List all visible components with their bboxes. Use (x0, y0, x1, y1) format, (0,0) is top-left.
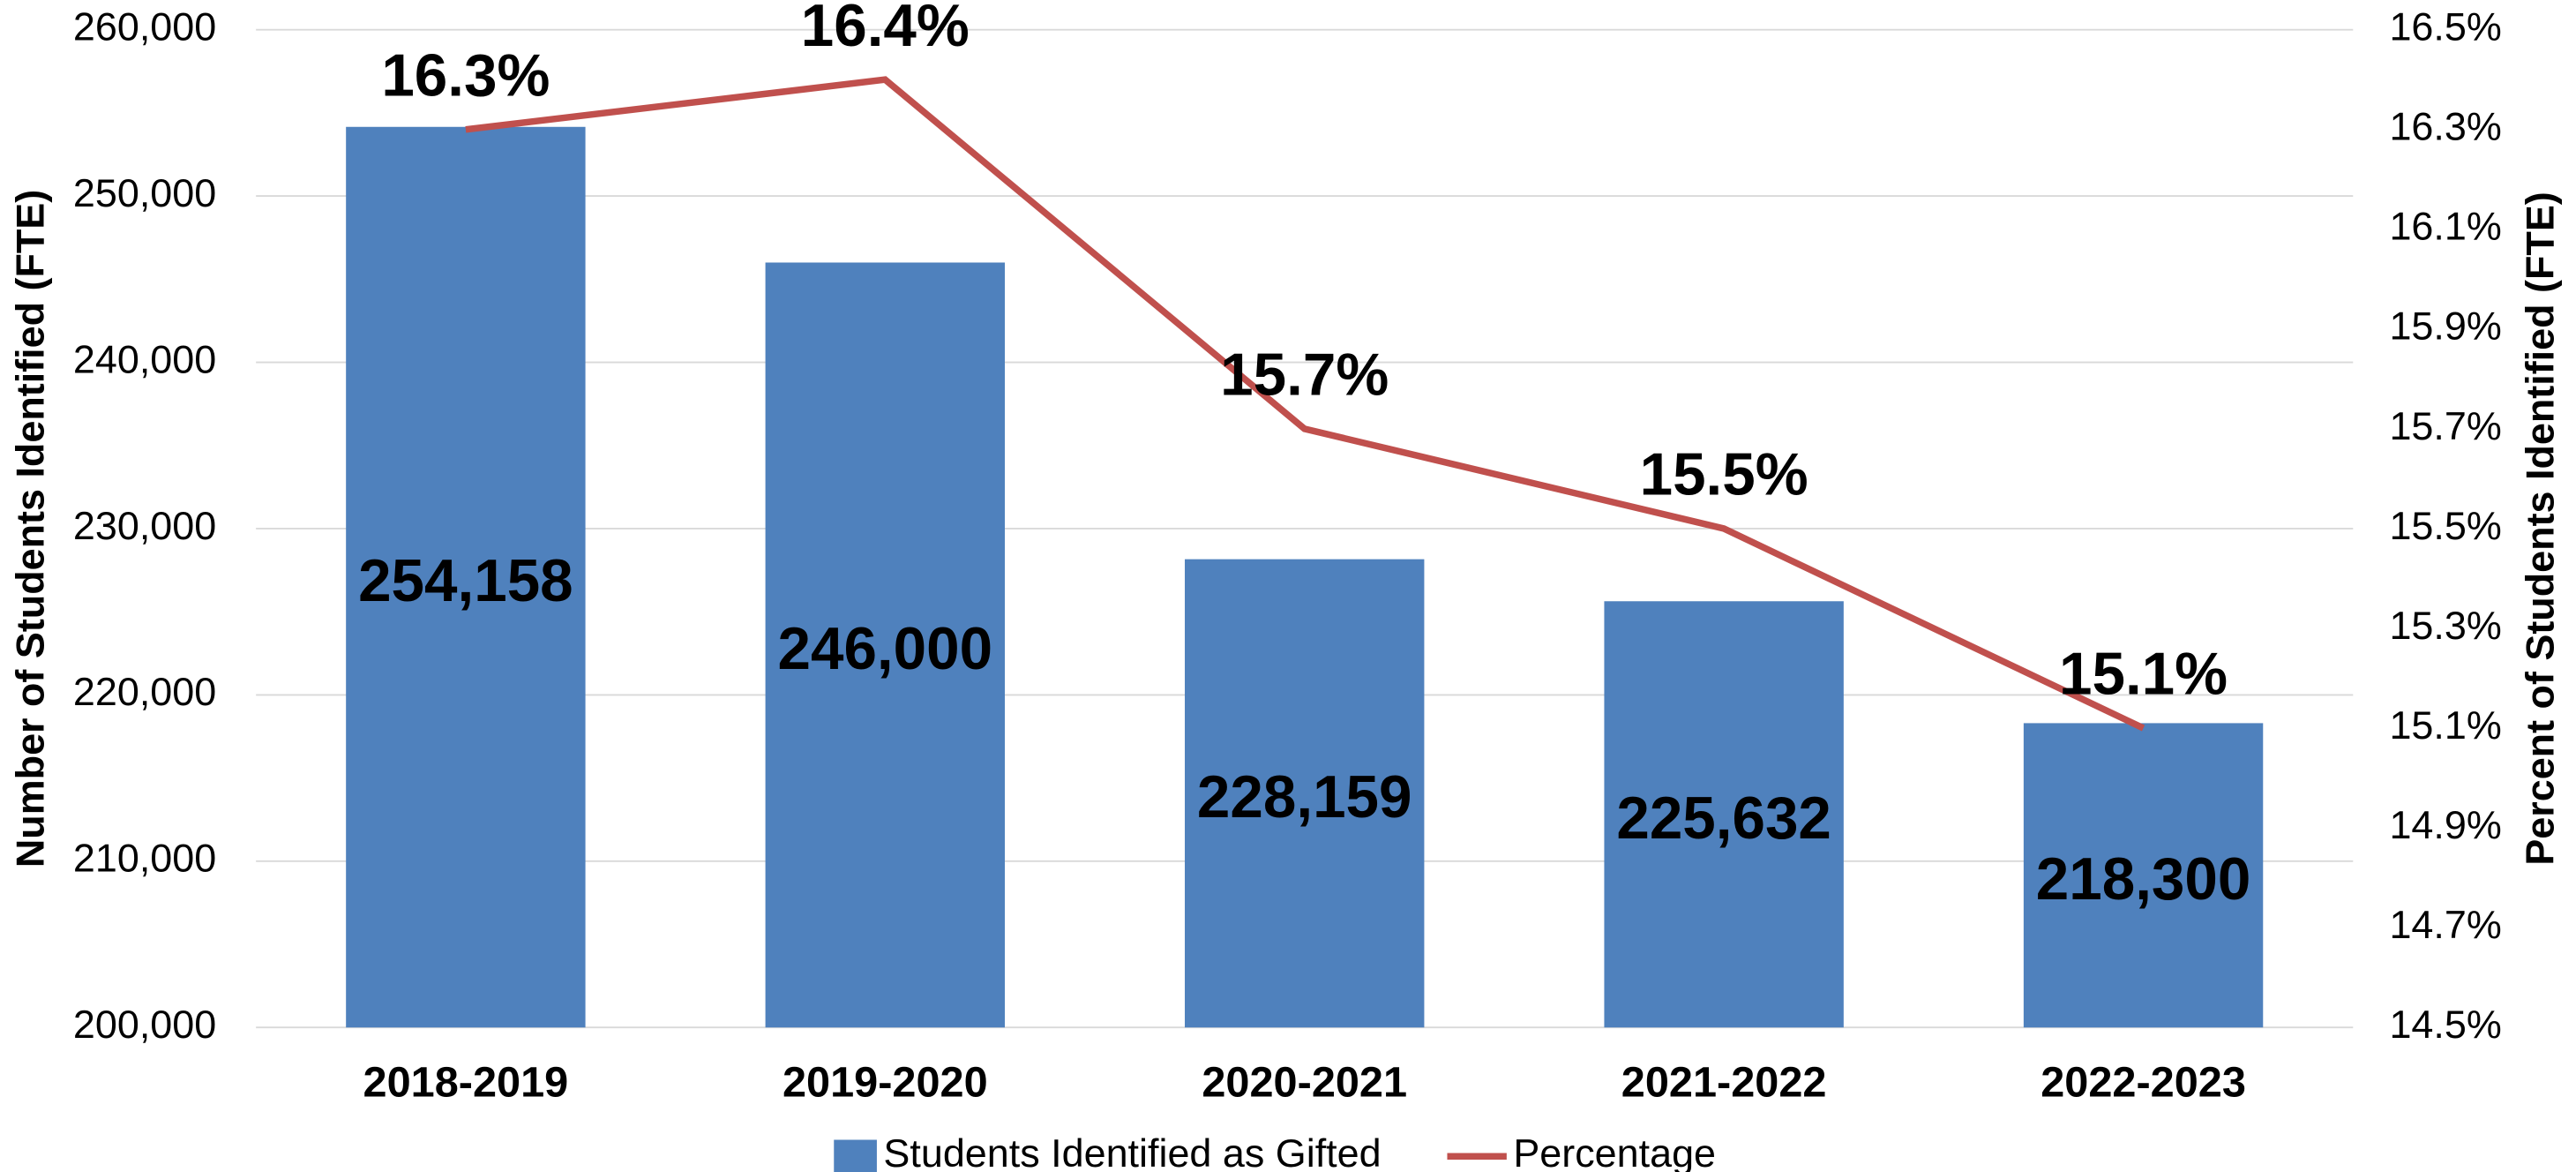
bar (1185, 559, 1425, 1028)
line-value-label: 16.3% (381, 42, 550, 109)
y2-axis-title: Percent of Students Identified (FTE) (2517, 192, 2562, 865)
y2-tick-label: 14.5% (2389, 1002, 2501, 1047)
bar-value-label: 218,300 (2036, 846, 2251, 913)
bar-value-label: 254,158 (358, 548, 573, 614)
y2-tick-label: 15.9% (2389, 304, 2501, 349)
legend-swatch (834, 1139, 877, 1172)
y-tick-label: 240,000 (73, 336, 216, 381)
x-tick-label: 2019-2020 (783, 1059, 988, 1107)
y-tick-label: 200,000 (73, 1002, 216, 1047)
line-value-label: 15.7% (1220, 342, 1389, 409)
line-value-label: 15.1% (2059, 642, 2228, 708)
y-tick-label: 220,000 (73, 669, 216, 714)
line-value-label: 16.4% (801, 0, 970, 59)
legend-label: Percentage (1513, 1131, 1716, 1172)
y-tick-label: 230,000 (73, 503, 216, 548)
x-tick-label: 2022-2023 (2041, 1059, 2246, 1107)
x-tick-label: 2020-2021 (1202, 1059, 1407, 1107)
bar-value-label: 228,159 (1197, 764, 1412, 830)
y-tick-label: 210,000 (73, 836, 216, 881)
line-value-label: 15.5% (1640, 442, 1808, 508)
bar (2023, 723, 2264, 1028)
y2-tick-label: 16.3% (2389, 104, 2501, 149)
y2-tick-label: 15.5% (2389, 503, 2501, 548)
y2-tick-label: 15.7% (2389, 403, 2501, 448)
x-tick-label: 2018-2019 (363, 1059, 569, 1107)
y2-tick-label: 14.7% (2389, 902, 2501, 947)
y-axis-title: Number of Students Identified (FTE) (7, 190, 52, 868)
line (465, 76, 2145, 732)
y-tick-label: 260,000 (73, 4, 216, 49)
y2-tick-label: 16.5% (2389, 4, 2501, 49)
legend-label: Students Identified as Gifted (883, 1131, 1381, 1172)
bar-value-label: 225,632 (1616, 785, 1831, 852)
y-tick-label: 250,000 (73, 170, 216, 215)
bar (765, 262, 1005, 1028)
bar-value-label: 246,000 (778, 616, 993, 682)
y2-tick-label: 15.3% (2389, 603, 2501, 648)
bar (1604, 601, 1844, 1028)
bar (346, 126, 586, 1028)
y2-tick-label: 14.9% (2389, 802, 2501, 847)
y2-tick-label: 15.1% (2389, 702, 2501, 748)
y2-tick-label: 16.1% (2389, 204, 2501, 249)
x-tick-label: 2021-2022 (1621, 1059, 1827, 1107)
